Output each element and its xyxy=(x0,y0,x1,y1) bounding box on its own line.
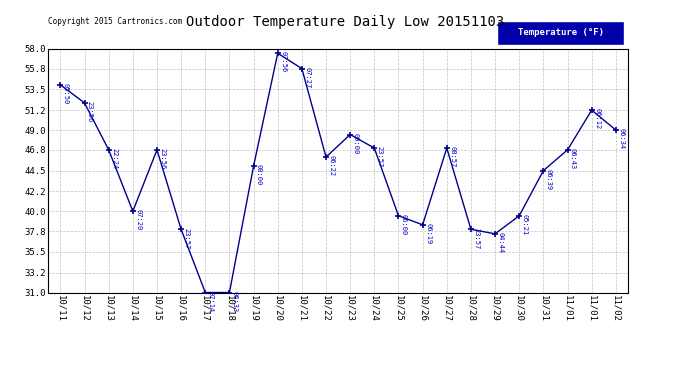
Text: 00:57: 00:57 xyxy=(449,146,455,168)
Text: 00:00: 00:00 xyxy=(256,164,262,186)
Text: 07:27: 07:27 xyxy=(304,67,310,88)
Text: 06:43: 06:43 xyxy=(570,148,576,169)
Text: 23:57: 23:57 xyxy=(377,146,383,168)
Text: 07:20: 07:20 xyxy=(135,210,141,231)
Text: 22:24: 22:24 xyxy=(111,148,117,169)
Text: Temperature (°F): Temperature (°F) xyxy=(518,28,604,38)
Text: 23:57: 23:57 xyxy=(473,228,480,249)
Text: 06:00: 06:00 xyxy=(401,214,407,235)
Text: 23:56: 23:56 xyxy=(159,148,166,169)
Text: 00:00: 00:00 xyxy=(353,133,359,154)
Text: Copyright 2015 Cartronics.com: Copyright 2015 Cartronics.com xyxy=(48,17,182,26)
Text: 06:34: 06:34 xyxy=(618,128,624,150)
Text: 23:56: 23:56 xyxy=(87,101,93,122)
Text: 06:33: 06:33 xyxy=(232,291,238,312)
Text: 06:22: 06:22 xyxy=(328,155,335,177)
Text: 05:50: 05:50 xyxy=(63,83,69,104)
Text: 05:21: 05:21 xyxy=(522,214,528,235)
Text: 07:56: 07:56 xyxy=(280,51,286,73)
Text: 04:44: 04:44 xyxy=(497,232,504,253)
Text: 07:14: 07:14 xyxy=(208,291,214,312)
Text: 06:19: 06:19 xyxy=(425,223,431,244)
Text: 06:12: 06:12 xyxy=(594,108,600,130)
Text: Outdoor Temperature Daily Low 20151103: Outdoor Temperature Daily Low 20151103 xyxy=(186,15,504,29)
Text: 06:39: 06:39 xyxy=(546,169,552,190)
Text: 23:57: 23:57 xyxy=(184,228,190,249)
